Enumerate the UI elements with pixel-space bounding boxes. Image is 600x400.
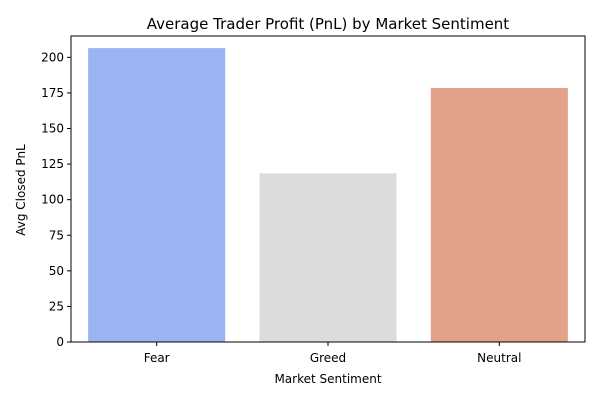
bars-layer <box>88 48 568 342</box>
y-tick-label: 150 <box>41 122 64 136</box>
x-tick-label-fear: Fear <box>144 351 170 365</box>
y-tick-label: 200 <box>41 50 64 64</box>
chart-title: Average Trader Profit (PnL) by Market Se… <box>147 15 510 33</box>
x-axis-title: Market Sentiment <box>274 372 381 386</box>
y-tick-label: 25 <box>49 299 64 313</box>
x-axis-ticks: Fear Greed Neutral <box>144 342 521 365</box>
y-tick-label: 100 <box>41 193 64 207</box>
plot-frame <box>70 35 586 343</box>
bar-neutral <box>430 87 568 342</box>
y-tick-label: 0 <box>56 335 64 349</box>
x-tick-label-neutral: Neutral <box>477 351 521 365</box>
x-tick-label-greed: Greed <box>310 351 346 365</box>
y-tick-label: 50 <box>49 264 64 278</box>
y-tick-label: 175 <box>41 86 64 100</box>
y-tick-label: 125 <box>41 157 64 171</box>
bar-greed <box>259 173 397 342</box>
y-axis-title: Avg Closed PnL <box>14 144 28 236</box>
y-tick-label: 75 <box>49 228 64 242</box>
y-axis-ticks: 0 25 50 75 100 125 150 175 200 <box>41 50 71 349</box>
bar-fear <box>88 48 226 342</box>
